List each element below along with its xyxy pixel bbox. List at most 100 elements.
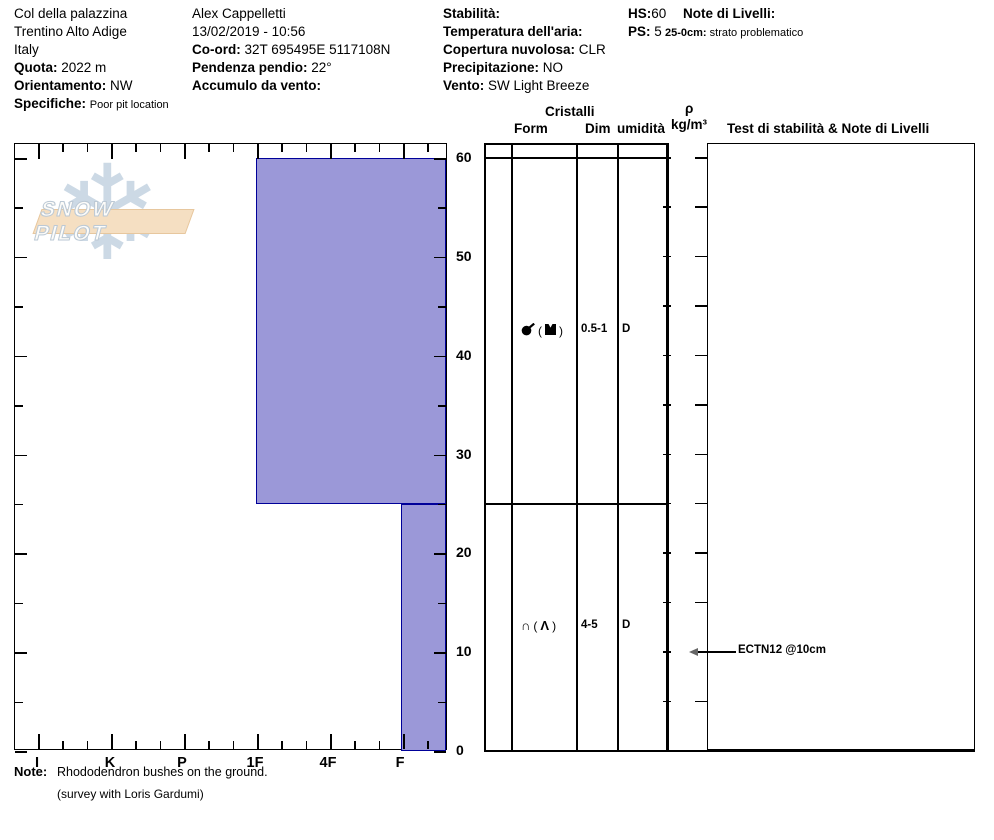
density-tick-left bbox=[663, 404, 671, 406]
density-tick-right bbox=[695, 157, 707, 159]
table-line-1 bbox=[511, 143, 513, 750]
rho-units-header: kg/m³ bbox=[671, 117, 708, 132]
level-notes-block: Note di Livelli: bbox=[683, 5, 775, 23]
copertura-label: Copertura nuvolosa: bbox=[443, 42, 576, 57]
hardness-tick-bottom bbox=[403, 734, 405, 749]
ps-label: PS: bbox=[628, 24, 651, 39]
hardness-tick-bottom bbox=[135, 741, 137, 749]
observer-block: Alex Cappelletti 13/02/2019 - 10:56 Co-o… bbox=[192, 5, 390, 95]
cristalli-header: Cristalli bbox=[545, 104, 595, 119]
form-column-header: Form bbox=[514, 121, 548, 136]
depth-tick-left bbox=[15, 454, 27, 456]
test-column-header: Test di stabilità & Note di Livelli bbox=[727, 121, 930, 136]
depth-tick-left bbox=[15, 751, 27, 753]
conditions-block: Stabilità: Temperatura dell'aria: Copert… bbox=[443, 5, 606, 95]
hardness-tick-top bbox=[257, 144, 259, 159]
hardness-tick-top bbox=[62, 144, 64, 152]
hardness-tick-top bbox=[208, 144, 210, 152]
umidita-column-header: umidità bbox=[617, 121, 666, 136]
hardness-tick-bottom bbox=[208, 741, 210, 749]
depth-tick-left bbox=[15, 602, 23, 605]
hardness-tick-bottom bbox=[257, 734, 259, 749]
hardness-tick-top bbox=[232, 144, 235, 152]
depth-tick-left bbox=[15, 256, 27, 259]
stabilita-label: Stabilità: bbox=[443, 6, 501, 21]
density-tick-right bbox=[695, 453, 707, 455]
density-tick-left bbox=[663, 502, 671, 505]
crystal-dim-cell: 0.5-1 bbox=[581, 322, 608, 335]
hardness-tick-top bbox=[86, 144, 89, 152]
density-tick-left bbox=[663, 157, 671, 159]
arch-icon: ∩ bbox=[521, 617, 531, 633]
annotation-arrowhead-icon bbox=[689, 647, 698, 656]
accumulo-label: Accumulo da vento: bbox=[192, 78, 322, 93]
location-region: Trentino Alto Adige bbox=[14, 24, 127, 39]
snow-surface-line bbox=[484, 157, 667, 159]
depth-tick-label: 10 bbox=[456, 643, 472, 660]
depth-tick-right bbox=[434, 652, 446, 654]
depth-tick-label: 40 bbox=[456, 346, 472, 363]
hardness-tick-bottom bbox=[354, 741, 356, 749]
snow-layer bbox=[256, 158, 446, 504]
note-label: Note: bbox=[14, 764, 48, 779]
depth-tick-label: 60 bbox=[456, 149, 472, 165]
depth-tick-label: 30 bbox=[456, 445, 472, 462]
density-tick-left bbox=[663, 453, 671, 455]
copertura-value: CLR bbox=[578, 42, 606, 57]
hardness-tick-bottom bbox=[427, 741, 429, 749]
quota-label: Quota: bbox=[14, 60, 58, 75]
stability-test-result: ECTN12 @10cm bbox=[738, 644, 826, 657]
measures-block: HS:60 PS: 5 bbox=[628, 5, 666, 41]
depth-tick-right bbox=[434, 751, 446, 753]
location-block: Col della palazzina Trentino Alto Adige … bbox=[14, 5, 169, 114]
hs-value: 60 bbox=[651, 6, 667, 21]
depth-tick-left bbox=[15, 701, 23, 704]
paren-open: ( bbox=[538, 323, 542, 338]
table-border-right bbox=[666, 143, 668, 750]
table-top-border bbox=[484, 143, 667, 145]
depth-tick-right bbox=[434, 454, 446, 456]
hardness-profile-chart bbox=[14, 143, 447, 753]
density-tick-right bbox=[695, 601, 707, 604]
depth-tick-right bbox=[434, 355, 446, 358]
vento-value: SW Light Breeze bbox=[488, 78, 590, 93]
density-tick-right bbox=[695, 255, 707, 258]
note-line2: (survey with Loris Gardumi) bbox=[57, 787, 204, 801]
hardness-tick-top bbox=[330, 144, 332, 159]
density-tick-left bbox=[663, 601, 671, 604]
hardness-tick-top bbox=[38, 144, 40, 159]
snow-layer bbox=[401, 503, 446, 751]
specifiche-label: Specifiche: bbox=[14, 96, 87, 111]
temperatura-label: Temperatura dell'aria: bbox=[443, 24, 583, 39]
hardness-tick-top bbox=[305, 144, 308, 152]
orientamento-value: NW bbox=[110, 78, 133, 93]
hardness-tick-bottom bbox=[305, 741, 308, 749]
crystal-wetness-cell: D bbox=[622, 322, 631, 335]
hardness-tick-bottom bbox=[38, 734, 40, 749]
hardness-tick-bottom bbox=[330, 734, 332, 749]
density-tick-right bbox=[695, 404, 707, 406]
location-name: Col della palazzina bbox=[14, 6, 128, 21]
hardness-tick-top bbox=[184, 144, 186, 159]
depth-tick-label: 20 bbox=[456, 544, 472, 561]
hardness-tick-label: 4F bbox=[319, 755, 337, 771]
table-bottom-border bbox=[484, 750, 975, 752]
density-tick-right bbox=[695, 206, 707, 208]
hardness-tick-bottom bbox=[159, 741, 162, 749]
crystal-form-cell: ∩(Λ) bbox=[521, 617, 556, 634]
depth-tick-right bbox=[438, 503, 446, 506]
location-country: Italy bbox=[14, 42, 39, 57]
depth-tick-right bbox=[434, 256, 446, 259]
depth-tick-label: 0 bbox=[456, 742, 464, 758]
paren-close: ) bbox=[559, 323, 563, 338]
depth-tick-left bbox=[15, 405, 23, 407]
hardness-tick-bottom bbox=[86, 741, 89, 749]
density-tick-left bbox=[663, 305, 671, 307]
hardness-tick-label: P bbox=[177, 755, 187, 771]
depth-tick-right bbox=[438, 207, 446, 209]
density-tick-left bbox=[663, 354, 671, 357]
hardness-tick-label: F bbox=[395, 755, 405, 771]
table-line-form-dim bbox=[576, 143, 578, 750]
density-tick-right bbox=[695, 305, 707, 307]
depth-tick-label: 50 bbox=[456, 247, 472, 264]
